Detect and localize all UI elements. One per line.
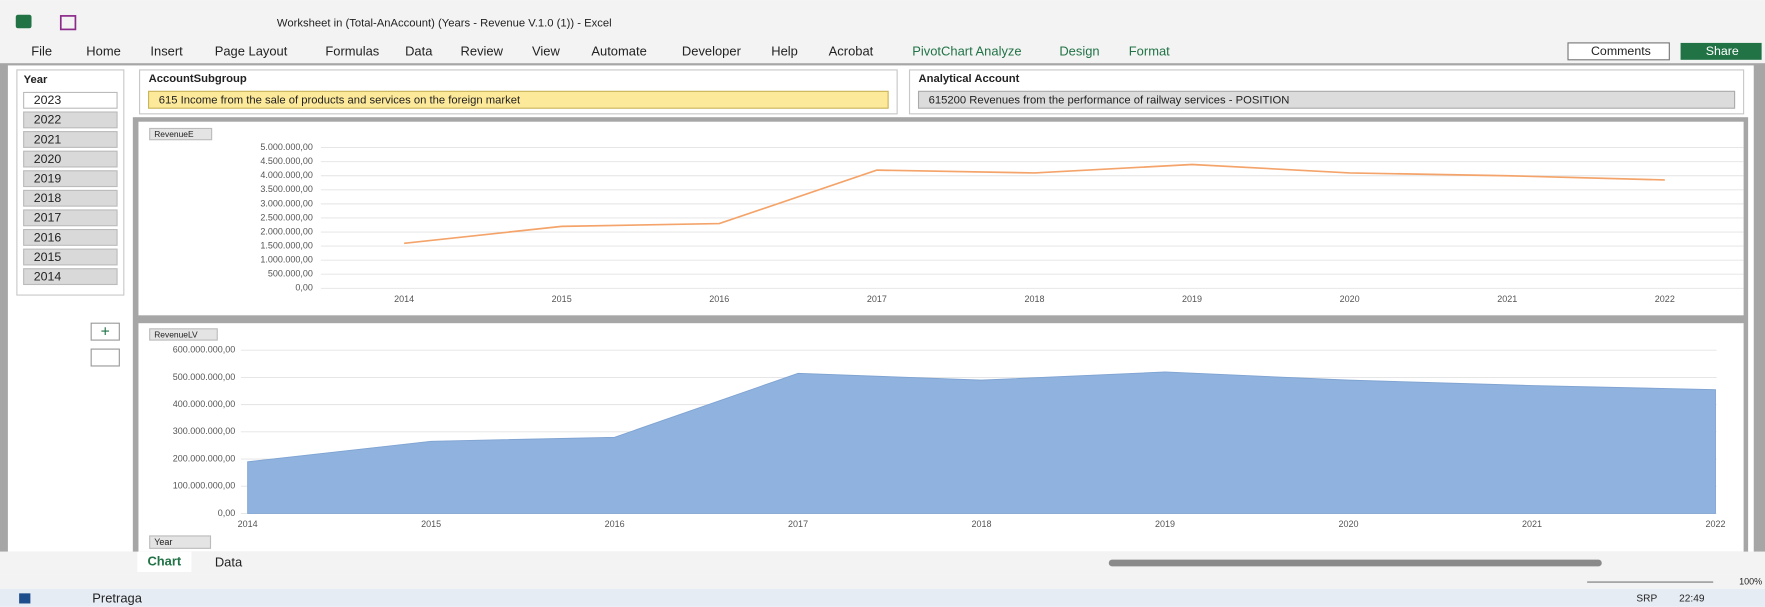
share-label[interactable]: Share [1706,44,1739,58]
slicer-item-label[interactable]: 2016 [34,230,62,244]
start-button[interactable] [19,593,30,603]
ribbon-tab[interactable]: Format [1129,43,1170,58]
field-button-label[interactable]: Year [154,537,172,547]
slicer-item-label[interactable]: 2021 [34,132,62,146]
x-tick-label: 2020 [1340,294,1360,304]
x-tick-label: 2021 [1522,519,1542,529]
x-tick-label: 2019 [1155,519,1175,529]
ribbon-tab[interactable]: Developer [682,43,742,58]
ribbon-tab[interactable]: Home [86,43,121,58]
taskbar-search[interactable]: Pretraga [92,590,142,605]
ribbon-tab[interactable]: Review [461,43,504,58]
ribbon-tab[interactable]: Page Layout [215,43,288,58]
y-tick-label: 500.000,00 [268,269,313,279]
sheet-tab[interactable]: Data [215,554,243,569]
ribbon-tab[interactable]: Help [771,43,798,58]
slicer-item-label[interactable]: 2015 [34,250,62,264]
x-tick-label: 2022 [1655,294,1675,304]
excel-window: + Worksheet in (Total-AnAccount) (Years … [0,0,1765,607]
y-tick-label: 600.000.000,00 [173,345,236,355]
y-tick-label: 300.000.000,00 [173,426,236,436]
ribbon-tab[interactable]: Formulas [325,43,379,58]
x-tick-label: 2022 [1705,519,1725,529]
excel-icon [16,15,32,29]
slicer-item-label[interactable]: 2023 [34,93,62,107]
x-tick-label: 2020 [1338,519,1358,529]
y-tick-label: 0,00 [218,508,236,518]
ribbon-tab[interactable]: Automate [591,43,646,58]
ribbon-tab[interactable]: File [31,43,52,58]
y-tick-label: 1.000.000,00 [260,255,313,265]
taskbar-time: 22:49 [1679,594,1705,605]
slicer-title: AccountSubgroup [149,73,247,85]
y-tick-label: 4.500.000,00 [260,156,313,166]
y-tick-label: 2.000.000,00 [260,226,313,236]
y-tick-label: 400.000.000,00 [173,399,236,409]
chart-field-name: RevenueE [154,129,194,139]
x-tick-label: 2015 [552,294,572,304]
sheet-tab[interactable]: Chart [147,553,181,568]
slicer-item-label[interactable]: 2019 [34,171,62,185]
x-tick-label: 2015 [421,519,441,529]
ribbon-tab[interactable]: Insert [150,43,183,58]
ribbon-tab[interactable]: View [532,43,560,58]
y-tick-label: 0,00 [295,283,313,293]
x-tick-label: 2014 [238,519,258,529]
y-tick-label: 3.500.000,00 [260,184,313,194]
x-tick-label: 2018 [972,519,992,529]
page: { "window":{"title":"Worksheet in (Total… [0,0,1765,607]
plus-icon: + [101,323,110,340]
status-bar [0,574,1765,589]
y-tick-label: 3.000.000,00 [260,198,313,208]
y-tick-label: 4.000.000,00 [260,170,313,180]
slicer-title: Year [24,74,48,86]
y-tick-label: 500.000.000,00 [173,372,236,382]
slicer-title: Analytical Account [919,73,1020,85]
ribbon-tab[interactable]: Data [405,43,433,58]
ribbon-tab[interactable]: Acrobat [829,43,874,58]
x-tick-label: 2014 [394,294,414,304]
x-tick-label: 2019 [1182,294,1202,304]
horizontal-scrollbar[interactable] [1109,560,1602,567]
chart-revenue-e [138,122,1743,316]
ribbon-tab[interactable]: PivotChart Analyze [912,43,1021,58]
y-tick-label: 100.000.000,00 [173,481,236,491]
x-tick-label: 2017 [867,294,887,304]
x-tick-label: 2017 [788,519,808,529]
slicer-item-label[interactable]: 615200 Revenues from the performance of … [929,94,1290,106]
slicer-item-label[interactable]: 2014 [34,269,62,283]
comments-label[interactable]: Comments [1591,44,1651,58]
chart-styles-button[interactable] [91,349,119,366]
y-tick-label: 1.500.000,00 [260,240,313,250]
y-tick-label: 5.000.000,00 [260,142,313,152]
taskbar [0,589,1765,607]
x-tick-label: 2021 [1497,294,1517,304]
ribbon-tab[interactable]: Design [1059,43,1099,58]
slicer-item-label[interactable]: 2020 [34,152,62,166]
chart-field-name: RevenueLV [154,329,198,339]
slicer-item-label[interactable]: 615 Income from the sale of products and… [159,94,521,106]
y-tick-label: 200.000.000,00 [173,453,236,463]
zoom-level: 100% [1739,576,1762,586]
window-title: Worksheet in (Total-AnAccount) (Years - … [277,18,612,30]
x-tick-label: 2016 [605,519,625,529]
slicer-item-label[interactable]: 2022 [34,113,62,127]
y-tick-label: 2.500.000,00 [260,212,313,222]
x-tick-label: 2016 [709,294,729,304]
taskbar-language: SRP [1636,594,1657,605]
slicer-item-label[interactable]: 2017 [34,211,62,225]
slicer-item-label[interactable]: 2018 [34,191,62,205]
x-tick-label: 2018 [1024,294,1044,304]
